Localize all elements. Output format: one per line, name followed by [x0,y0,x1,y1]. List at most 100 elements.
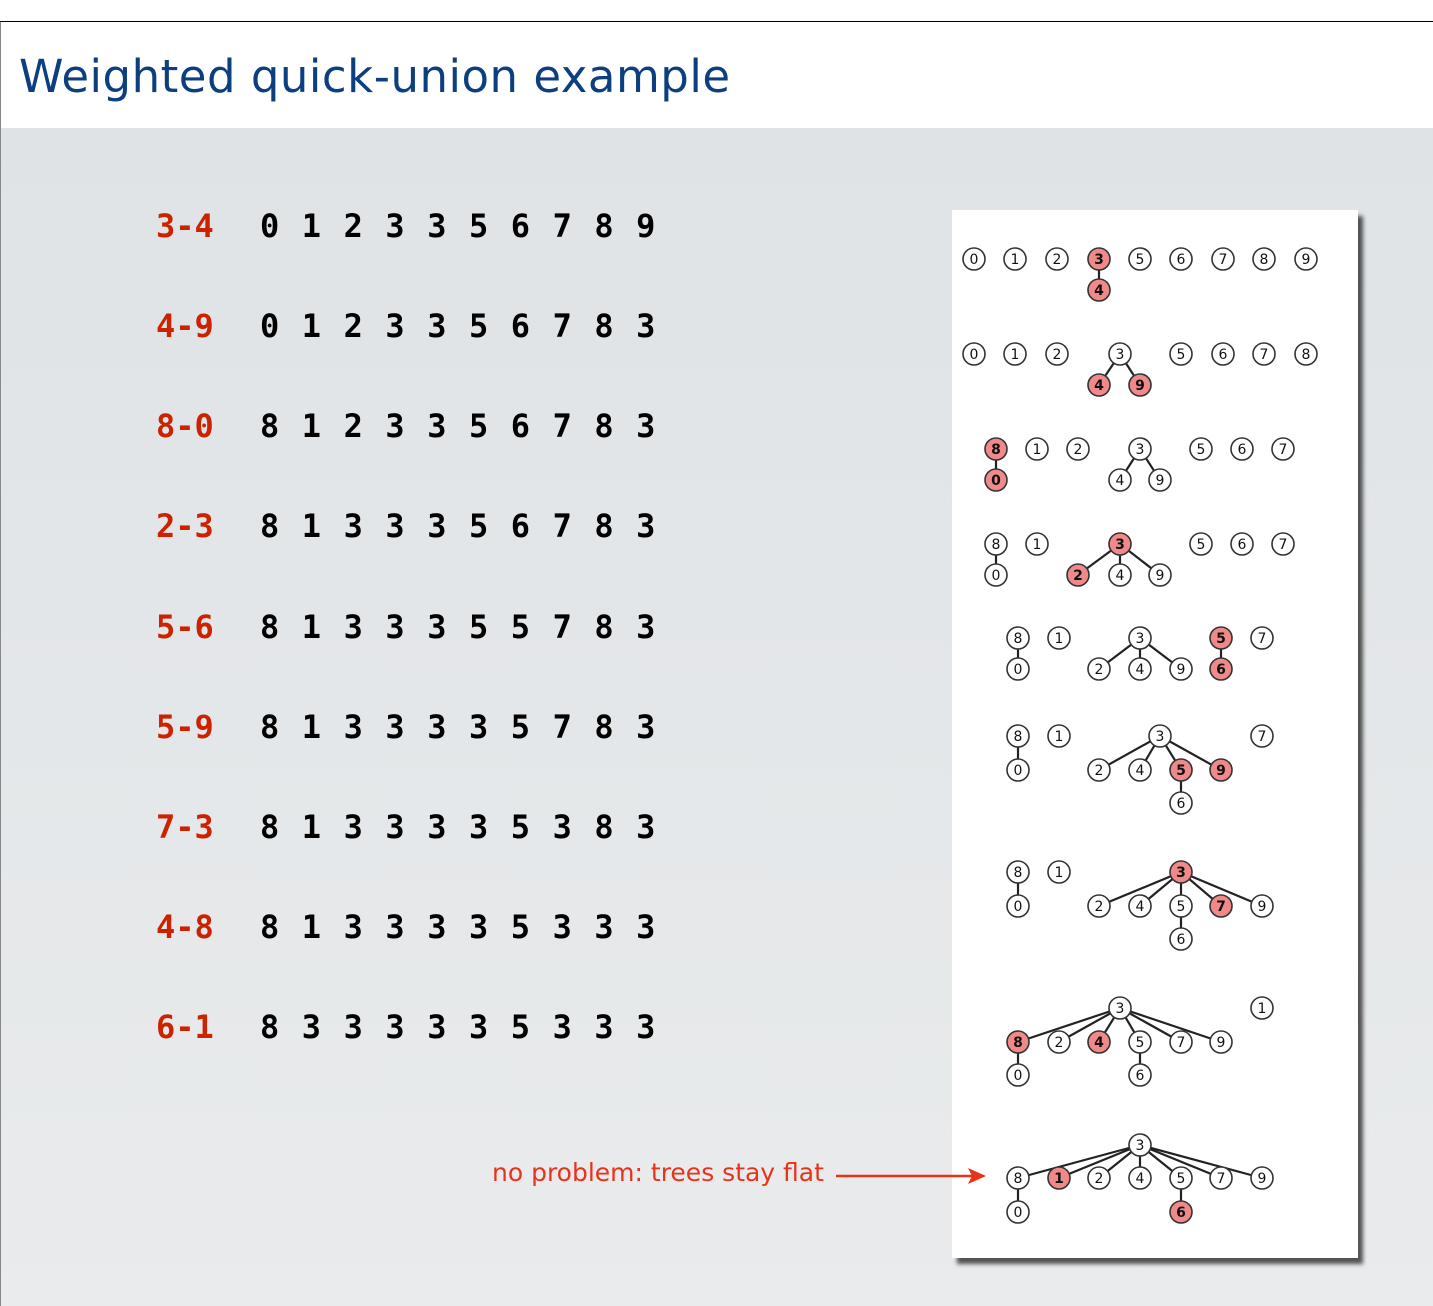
tree-node-label: 4 [1094,1035,1104,1051]
tree-node [1087,373,1111,397]
tree-node-label: 0 [1014,763,1023,779]
id-array-value: 3 [552,808,572,846]
id-array-value: 3 [427,207,447,245]
tree-node-label: 4 [1116,568,1125,584]
forest-step: 0 1 2 3 4 5 6 7 8 9 [984,532,1295,587]
id-array-value: 8 [594,207,614,245]
tree-node [1230,437,1254,461]
id-array-value: 3 [385,908,405,946]
tree-node-label: 1 [1033,537,1042,553]
id-array-value: 3 [343,608,363,646]
forest-step: 0 1 2 3 4 5 6 7 8 9 [962,247,1318,302]
tree-node-label: 4 [1136,1171,1145,1187]
id-array-value: 8 [594,708,614,746]
id-array-value: 1 [301,808,322,846]
tree-node [1169,1200,1193,1224]
tree-node [1087,247,1111,271]
id-array-value: 1 [301,207,322,245]
id-array-value: 3 [343,808,363,846]
tree-node [1252,247,1276,271]
tree-node [1148,468,1172,492]
id-array-value: 3 [552,908,572,946]
id-array-value: 3 [427,1008,447,1046]
id-array-value: 3 [636,608,656,646]
tree-node [1209,1030,1233,1054]
tree-node [1045,342,1069,366]
union-operation: 4-9 [156,307,214,345]
tree-node-label: 5 [1176,763,1186,779]
id-array-value: 3 [385,407,405,445]
id-array-value: 0 [260,207,280,245]
id-array-value: 3 [427,507,447,545]
tree-node-label: 8 [1013,1035,1023,1051]
tree-node [1128,758,1152,782]
tree-node-label: 7 [1216,899,1226,915]
tree-edge [1017,1143,1141,1180]
union-operation: 3-4 [156,207,214,245]
tree-node [1169,1030,1193,1054]
tree-node-label: 3 [1116,1001,1125,1017]
tree-node [1271,532,1295,556]
id-array-value: 2 [343,207,363,245]
tree-node-label: 1 [1055,631,1064,647]
tree-node-label: 5 [1177,1171,1186,1187]
tree-node [1006,1063,1030,1087]
id-array-value: 7 [552,608,572,646]
id-array-value: 9 [636,207,656,245]
tree-node-label: 6 [1177,796,1186,812]
tree-node [984,563,1008,587]
tree-node-label: 4 [1136,763,1145,779]
id-array-value: 3 [636,808,656,846]
tree-node-label: 8 [1014,1171,1023,1187]
tree-node-label: 4 [1094,378,1104,394]
tree-node [1108,996,1132,1020]
forest-step: 0 1 2 3 4 5 6 7 8 9 [1006,1133,1274,1224]
id-array-value: 2 [343,307,363,345]
id-array-value: 3 [343,1008,363,1046]
union-operation: 5-9 [156,708,214,746]
operation-row: 3-4 0 1 2 3 3 5 6 7 8 9 [156,206,678,246]
id-array-value: 6 [510,307,531,345]
tree-node-label: 0 [992,568,1001,584]
tree-node [1209,657,1233,681]
tree-node-label: 9 [1258,1171,1267,1187]
id-array-value: 3 [594,908,614,946]
id-array-value: 3 [427,808,447,846]
tree-node-label: 8 [1302,347,1311,363]
id-array-value: 8 [260,407,280,445]
id-array-value: 8 [260,507,280,545]
tree-node-label: 6 [1238,442,1247,458]
tree-node [1169,1166,1193,1190]
id-array-value: 6 [510,407,531,445]
tree-node [1108,468,1132,492]
tree-node [1128,626,1152,650]
tree-node-label: 8 [1260,252,1269,268]
tree-node [1087,1166,1111,1190]
tree-node [1189,437,1213,461]
union-operation: 7-3 [156,808,214,846]
tree-node-label: 6 [1177,932,1186,948]
id-array-value: 8 [260,608,280,646]
id-array-value: 1 [301,708,322,746]
id-array-value: 5 [510,1008,531,1046]
id-array-value: 0 [260,307,280,345]
tree-node-label: 6 [1216,662,1226,678]
tree-node-label: 4 [1094,283,1104,299]
tree-node [1128,1030,1152,1054]
tree-node-label: 5 [1197,537,1206,553]
union-operation: 4-8 [156,908,214,946]
tree-node-label: 5 [1136,1035,1145,1051]
tree-node [1209,758,1233,782]
tree-node [1047,1166,1071,1190]
tree-node-label: 7 [1219,252,1228,268]
id-array-value: 8 [594,307,614,345]
tree-node-label: 6 [1219,347,1228,363]
tree-node [1294,342,1318,366]
id-array-value: 7 [552,207,572,245]
tree-node [1087,758,1111,782]
tree-node [1047,1030,1071,1054]
id-array-value: 3 [468,708,489,746]
id-array-value: 5 [510,808,531,846]
tree-node-label: 2 [1074,442,1083,458]
